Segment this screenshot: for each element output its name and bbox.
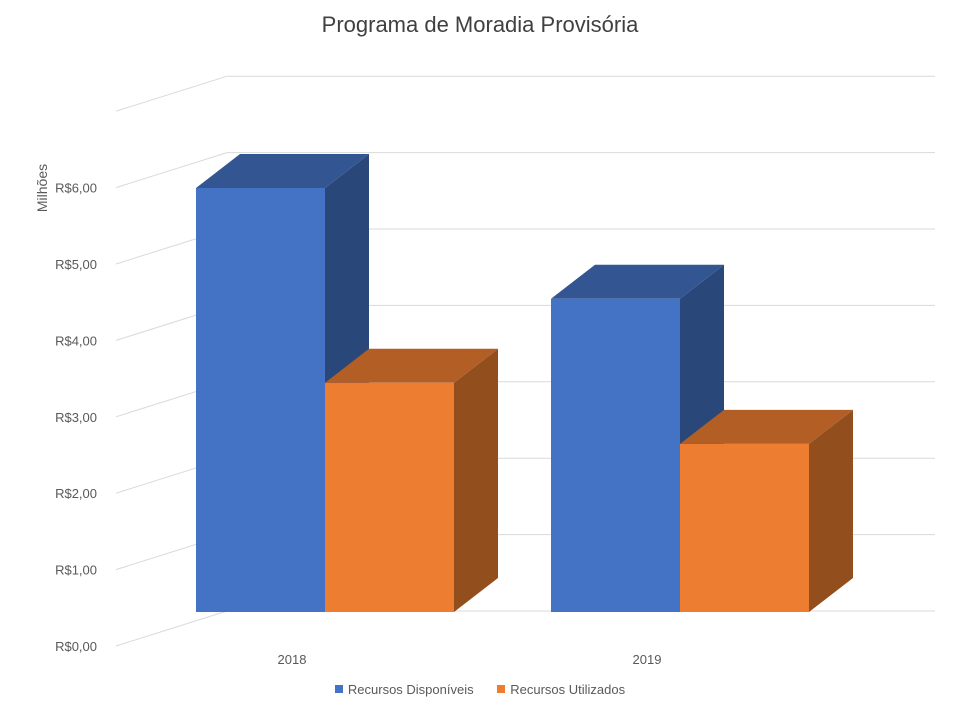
y-tick-label: R$0,00 bbox=[55, 639, 97, 654]
x-tick-label: 2018 bbox=[278, 652, 307, 667]
bar-top bbox=[680, 409, 853, 444]
bar-side bbox=[809, 409, 853, 612]
bar bbox=[551, 298, 680, 612]
gridline-side bbox=[115, 152, 228, 189]
bar bbox=[680, 443, 809, 612]
bar bbox=[325, 382, 454, 612]
legend-label: Recursos Utilizados bbox=[510, 681, 626, 697]
y-tick-label: R$1,00 bbox=[55, 563, 97, 578]
gridline-side bbox=[115, 610, 228, 647]
legend-item: Recursos Disponíveis bbox=[334, 681, 474, 697]
legend-item: Recursos Utilizados bbox=[497, 682, 625, 697]
bar-top bbox=[551, 264, 724, 299]
bar-top bbox=[196, 153, 369, 188]
y-tick-label: R$4,00 bbox=[55, 333, 97, 348]
bar-side bbox=[454, 348, 498, 612]
legend: Recursos Disponíveis Recursos Utilizados bbox=[0, 681, 960, 697]
chart-title: Programa de Moradia Provisória bbox=[321, 12, 639, 37]
bar bbox=[196, 187, 325, 613]
y-tick-label: R$2,00 bbox=[55, 486, 97, 501]
legend-swatch bbox=[334, 685, 343, 693]
legend-swatch bbox=[497, 685, 506, 693]
y-tick-label: R$5,00 bbox=[55, 257, 97, 272]
y-tick-label: R$6,00 bbox=[55, 181, 97, 196]
bar-top bbox=[325, 348, 498, 383]
gridline-side bbox=[115, 75, 228, 112]
legend-label: Recursos Disponíveis bbox=[347, 681, 474, 697]
x-tick-label: 2019 bbox=[633, 652, 662, 667]
y-tick-label: R$3,00 bbox=[55, 410, 97, 425]
